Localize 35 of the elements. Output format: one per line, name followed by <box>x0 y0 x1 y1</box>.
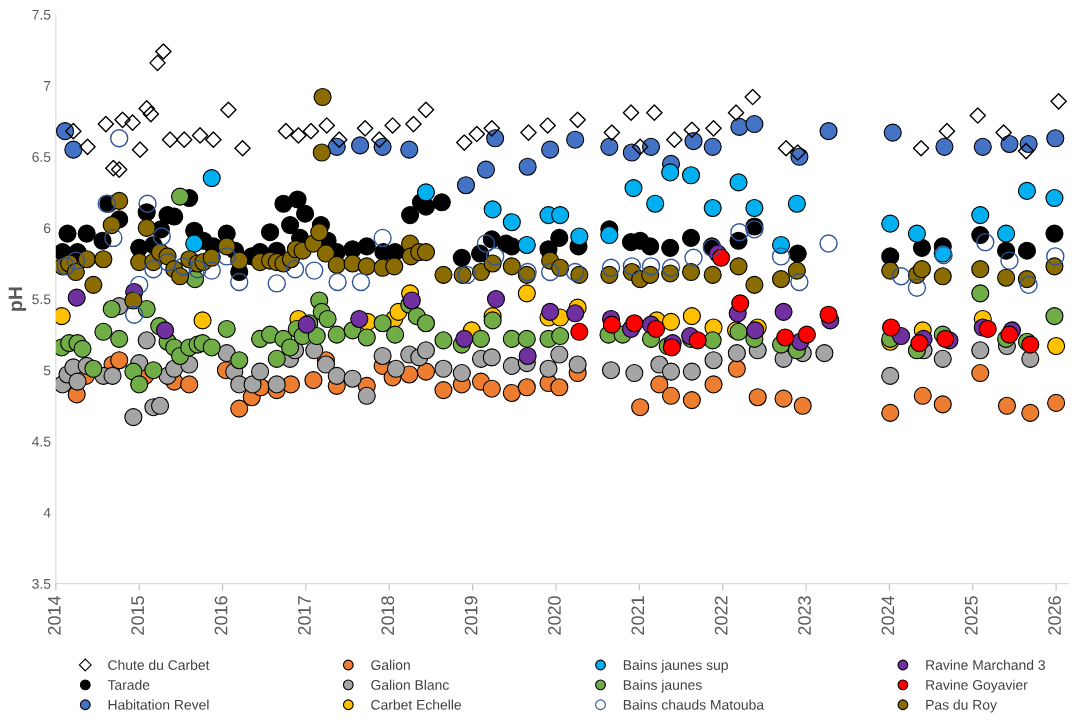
x-tick-label: 2024 <box>881 595 895 635</box>
legend-label: Tarade <box>107 679 150 690</box>
x-tick-label: 2022 <box>714 596 728 635</box>
y-tick-label: 7 <box>43 81 51 91</box>
x-tick-label: 2019 <box>464 596 478 635</box>
x-tick-label: 2023 <box>798 596 811 635</box>
x-tick-label: 2014 <box>47 595 61 635</box>
y-tick-label: 5 <box>43 365 51 376</box>
y-tick-label: 6 <box>43 223 51 234</box>
legend-label: Carbet Echelle <box>371 699 462 710</box>
legend-label: Galion Blanc <box>371 679 449 690</box>
x-tick-label: 2026 <box>1048 596 1061 635</box>
legend-label: Bains jaunes <box>623 679 702 693</box>
x-tick-label: 2015 <box>131 596 145 635</box>
x-tick-label: 2020 <box>548 596 561 635</box>
x-tick-label: 2016 <box>214 596 228 635</box>
y-tick-label: 7.5 <box>32 9 51 20</box>
legend-label: Ravine Marchand 3 <box>926 659 1045 670</box>
x-tick-label: 2018 <box>381 596 395 635</box>
legend-label: Ravine Goyavier <box>926 679 1028 693</box>
y-tick-label: 4.5 <box>32 436 51 447</box>
legend-label: Bains chauds Matouba <box>623 699 765 710</box>
y-tick-label: 6.5 <box>32 152 51 162</box>
legend-label: Habitation Revel <box>108 699 209 710</box>
y-tick-label: 5.5 <box>32 294 51 305</box>
legend-label: Pas du Roy <box>926 699 997 713</box>
x-tick-label: 2021 <box>631 596 645 635</box>
legend-label: Chute du Carbet <box>108 659 210 670</box>
legend-label: Bains jaunes sup <box>623 659 728 673</box>
y-tick-label: 3.5 <box>32 578 51 589</box>
y-tick-label: 4 <box>43 507 51 518</box>
y-axis-title: pH <box>8 287 27 311</box>
x-tick-label: 2025 <box>964 596 978 635</box>
legend-label: Galion <box>371 659 410 670</box>
x-tick-label: 2017 <box>297 596 311 635</box>
